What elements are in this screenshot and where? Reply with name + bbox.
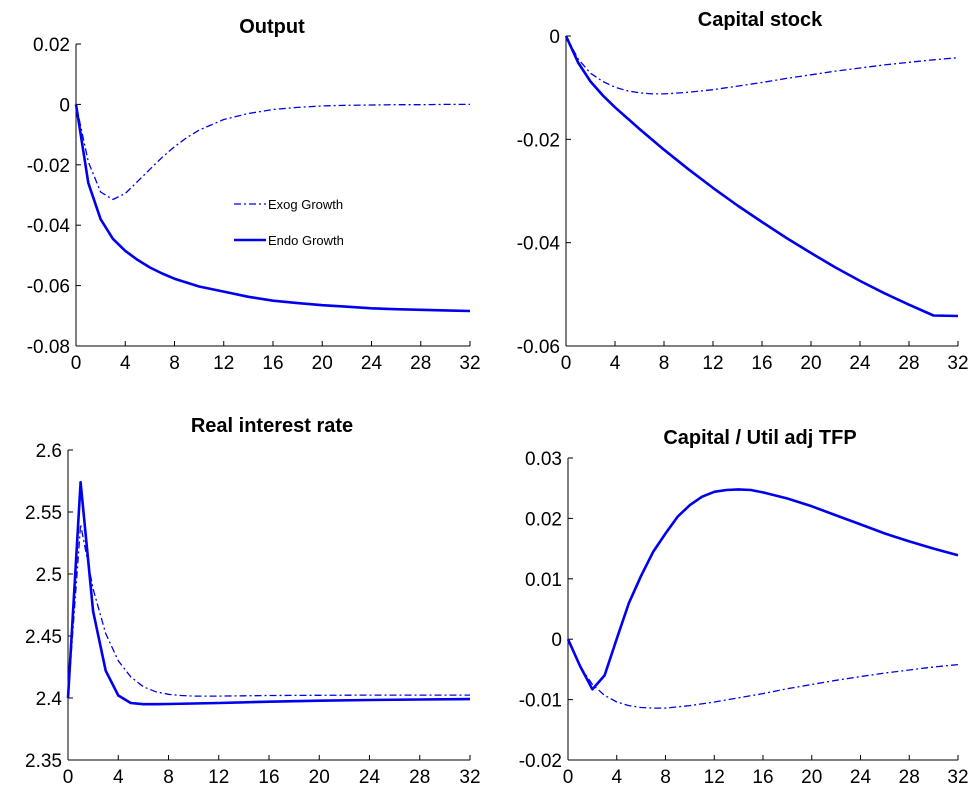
- y-tick-label: 0: [549, 27, 560, 48]
- x-tick-label: 32: [459, 353, 480, 374]
- y-tick-label: -0.02: [519, 751, 562, 772]
- y-tick-label: -0.06: [517, 337, 560, 358]
- x-tick-label: 16: [258, 767, 279, 788]
- x-tick-label: 0: [71, 353, 82, 374]
- x-tick-label: 16: [262, 353, 283, 374]
- y-tick-label: 0: [59, 95, 70, 116]
- panel-title: Real interest rate: [191, 415, 353, 437]
- y-tick-label: -0.01: [519, 691, 562, 712]
- series-line-exog-growth: [567, 638, 959, 709]
- y-tick-label: 0.01: [525, 570, 562, 591]
- y-tick-label: -0.04: [517, 234, 561, 255]
- series-line-endo-growth: [564, 35, 959, 318]
- series-line-endo-growth: [66, 480, 471, 706]
- x-tick-label: 28: [409, 767, 430, 788]
- y-tick-label: 2.6: [36, 441, 62, 462]
- series-line-exog-growth: [67, 523, 470, 699]
- panel-title: Output: [239, 16, 305, 38]
- legend-label-endo: Endo Growth: [268, 233, 344, 248]
- y-tick-label: -0.06: [27, 277, 70, 298]
- x-tick-label: 24: [850, 767, 872, 788]
- panel-title: Capital stock: [698, 9, 823, 31]
- y-tick-label: -0.02: [517, 130, 560, 151]
- x-tick-label: 4: [611, 767, 622, 788]
- x-tick-label: 0: [63, 767, 74, 788]
- panel-real-interest-rate: Real interest rate 0 4 8 12 16 20 24 28 32 2.35 2.…: [25, 415, 481, 788]
- x-tick-label: 28: [898, 353, 919, 374]
- x-tick-label: 32: [947, 767, 968, 788]
- x-tick-label: 4: [120, 353, 131, 374]
- y-tick-label: -0.04: [27, 216, 71, 237]
- x-tick-label: 20: [800, 353, 821, 374]
- y-tick-label: 0.02: [525, 509, 562, 530]
- y-tick-label: 2.4: [36, 689, 63, 710]
- x-tick-label: 24: [849, 353, 871, 374]
- x-tick-label: 32: [947, 353, 968, 374]
- x-tick-label: 4: [610, 353, 621, 374]
- x-tick-label: 28: [899, 767, 920, 788]
- x-tick-label: 28: [410, 353, 431, 374]
- panel-output: Output 0 4 8 12 16 20 24 28 32 -0.08 -0.06 -0.04 -0.…: [27, 16, 481, 374]
- y-tick-label: -0.08: [27, 337, 70, 358]
- x-tick-label: 8: [163, 767, 174, 788]
- y-tick-label: 0: [551, 630, 562, 651]
- x-tick-label: 12: [702, 353, 723, 374]
- series-line-exog-growth: [565, 35, 959, 95]
- x-tick-label: 12: [704, 767, 725, 788]
- y-tick-label: 0.02: [33, 35, 70, 56]
- y-tick-label: 2.55: [25, 503, 62, 524]
- x-tick-label: 16: [752, 767, 773, 788]
- series-line-exog-growth: [75, 103, 470, 201]
- panel-capital-util-adj-tfp: Capital / Util adj TFP 0 4 8 12 16 20 24 28 32 -0…: [519, 427, 969, 788]
- x-tick-label: 12: [213, 353, 234, 374]
- x-tick-label: 24: [361, 353, 383, 374]
- y-tick-label: 0.03: [525, 449, 562, 470]
- x-tick-label: 20: [312, 353, 333, 374]
- x-tick-label: 0: [561, 353, 572, 374]
- x-tick-label: 20: [309, 767, 330, 788]
- x-tick-label: 20: [801, 767, 822, 788]
- y-tick-label: 2.5: [36, 565, 62, 586]
- panel-title: Capital / Util adj TFP: [663, 427, 856, 449]
- x-tick-label: 24: [359, 767, 381, 788]
- legend: Exog Growth Endo Growth: [234, 197, 344, 248]
- panel-capital-stock: Capital stock 0 4 8 12 16 20 24 28 32 -0.06 -0.04 -…: [517, 9, 969, 374]
- legend-label-exog: Exog Growth: [268, 197, 343, 212]
- y-tick-label: 2.35: [25, 751, 62, 772]
- y-tick-label: -0.02: [27, 156, 70, 177]
- x-tick-label: 8: [169, 353, 180, 374]
- x-tick-label: 32: [459, 767, 480, 788]
- x-tick-label: 4: [113, 767, 124, 788]
- x-tick-label: 12: [208, 767, 229, 788]
- x-tick-label: 8: [659, 353, 670, 374]
- series-line-endo-growth: [74, 104, 471, 313]
- x-tick-label: 0: [563, 767, 574, 788]
- x-tick-label: 8: [660, 767, 671, 788]
- y-tick-label: 2.45: [25, 627, 62, 648]
- x-tick-label: 16: [751, 353, 772, 374]
- series-line-endo-growth: [566, 488, 959, 691]
